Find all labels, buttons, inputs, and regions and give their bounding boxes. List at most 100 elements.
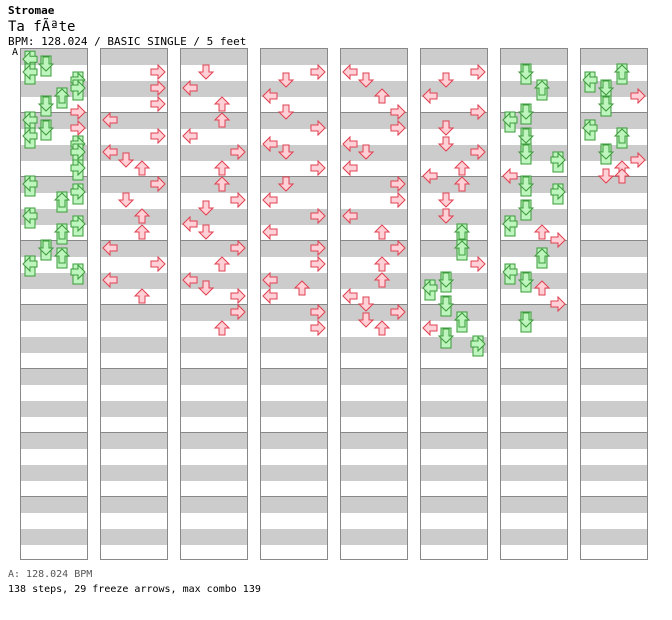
arrow-down-icon [357, 144, 375, 160]
measure-line [581, 240, 647, 241]
arrow-right-icon [230, 303, 246, 321]
arrow-left-icon [342, 207, 358, 225]
arrow-down-icon [197, 280, 215, 296]
arrow-up-icon [213, 320, 231, 336]
measure-line [501, 240, 567, 241]
measure-line [501, 112, 567, 113]
arrow-up-icon [453, 176, 471, 192]
arrow-left-icon [422, 319, 438, 337]
freeze-arrow-up-icon [533, 247, 551, 269]
measure-line [261, 176, 327, 177]
measure-line [421, 176, 487, 177]
arrow-right-icon [310, 239, 326, 257]
measure-line [581, 112, 647, 113]
freeze-arrow-down-icon [437, 271, 455, 293]
freeze-arrow-down-icon [597, 95, 615, 117]
chart-column [420, 48, 488, 560]
arrow-left-icon [342, 159, 358, 177]
measure-line [101, 176, 167, 177]
arrow-up-icon [373, 256, 391, 272]
arrow-down-icon [277, 144, 295, 160]
arrow-up-icon [533, 280, 551, 296]
measure-line [421, 304, 487, 305]
arrow-down-icon [117, 152, 135, 168]
arrow-left-icon [422, 87, 438, 105]
measure-line [421, 432, 487, 433]
arrow-right-icon [630, 151, 646, 169]
freeze-arrow-right-icon [70, 79, 86, 101]
arrow-down-icon [437, 192, 455, 208]
measure-line [501, 432, 567, 433]
arrow-down-icon [277, 176, 295, 192]
arrow-up-icon [133, 224, 151, 240]
arrow-up-icon [453, 160, 471, 176]
arrow-up-icon [373, 320, 391, 336]
freeze-arrow-left-icon [502, 263, 518, 285]
bpm-marker: A [12, 47, 19, 58]
freeze-arrow-left-icon [22, 63, 38, 85]
measure-line [21, 176, 87, 177]
measure-line [421, 112, 487, 113]
arrow-right-icon [390, 119, 406, 137]
measure-line [581, 432, 647, 433]
arrow-down-icon [197, 200, 215, 216]
arrow-down-icon [357, 72, 375, 88]
freeze-arrow-left-icon [582, 119, 598, 141]
measure-line [261, 112, 327, 113]
arrow-left-icon [102, 111, 118, 129]
measure-line [21, 496, 87, 497]
arrow-down-icon [357, 312, 375, 328]
arrow-right-icon [150, 255, 166, 273]
chart-column [260, 48, 328, 560]
freeze-arrow-down-icon [517, 175, 535, 197]
freeze-arrow-down-icon [517, 103, 535, 125]
arrow-up-icon [213, 160, 231, 176]
freeze-arrow-right-icon [70, 263, 86, 285]
measure-line [341, 432, 407, 433]
arrow-right-icon [550, 231, 566, 249]
arrow-left-icon [262, 271, 278, 289]
measure-line [261, 496, 327, 497]
freeze-arrow-left-icon [22, 175, 38, 197]
freeze-arrow-up-icon [53, 191, 71, 213]
arrow-right-icon [70, 103, 86, 121]
measure-line [421, 496, 487, 497]
measure-line [101, 368, 167, 369]
arrow-left-icon [342, 287, 358, 305]
arrow-down-icon [277, 72, 295, 88]
arrow-down-icon [437, 208, 455, 224]
arrow-left-icon [342, 63, 358, 81]
arrow-down-icon [357, 296, 375, 312]
arrow-right-icon [310, 119, 326, 137]
arrow-up-icon [213, 96, 231, 112]
freeze-arrow-right-icon [70, 159, 86, 181]
measure-line [181, 496, 247, 497]
arrow-right-icon [390, 175, 406, 193]
measure-line [261, 240, 327, 241]
freeze-arrow-right-icon [550, 151, 566, 173]
arrow-right-icon [70, 119, 86, 137]
freeze-arrow-down-icon [517, 199, 535, 221]
arrow-up-icon [133, 288, 151, 304]
measure-line [21, 368, 87, 369]
arrow-right-icon [470, 255, 486, 273]
step-stats: 138 steps, 29 freeze arrows, max combo 1… [8, 584, 261, 595]
measure-line [261, 304, 327, 305]
freeze-arrow-right-icon [70, 215, 86, 237]
freeze-arrow-left-icon [22, 207, 38, 229]
arrow-left-icon [102, 271, 118, 289]
arrow-left-icon [182, 127, 198, 145]
arrow-left-icon [262, 287, 278, 305]
arrow-right-icon [150, 95, 166, 113]
arrow-down-icon [437, 136, 455, 152]
freeze-arrow-left-icon [422, 279, 438, 301]
freeze-arrow-left-icon [502, 111, 518, 133]
arrow-right-icon [230, 191, 246, 209]
arrow-left-icon [342, 135, 358, 153]
measure-line [421, 368, 487, 369]
freeze-arrow-up-icon [613, 63, 631, 85]
arrow-right-icon [390, 103, 406, 121]
measure-line [341, 496, 407, 497]
arrow-right-icon [150, 79, 166, 97]
arrow-left-icon [422, 167, 438, 185]
